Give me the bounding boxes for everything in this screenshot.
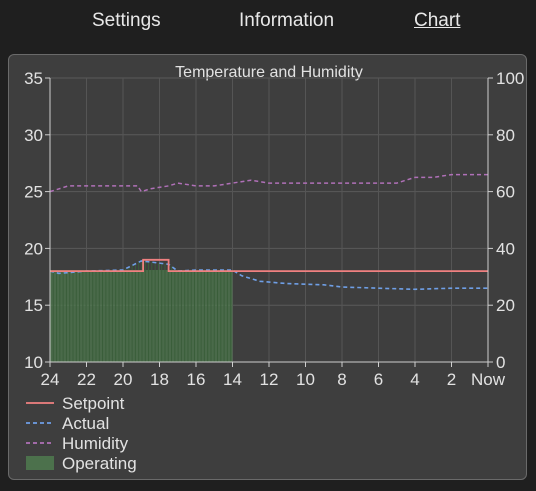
x-tick-label: 20 [114,370,133,389]
y-left-tick-label: 35 [24,69,43,88]
legend-label-operating: Operating [62,454,137,473]
series-line-actual [49,260,488,291]
top-navigation: Settings Information Chart [0,0,536,46]
tab-settings[interactable]: Settings [92,10,161,31]
legend-label-humidity: Humidity [62,434,129,453]
legend-item-operating: Operating [26,454,137,473]
x-tick-label: Now [471,370,506,389]
y-right-tick-label: 100 [496,69,524,88]
chart-panel [8,54,527,480]
x-tick-label: 22 [77,370,96,389]
legend-label-setpoint: Setpoint [62,394,125,413]
y-right-tick-label: 0 [496,353,505,372]
x-tick-label: 6 [374,370,383,389]
legend-label-actual: Actual [62,414,109,433]
y-right-tick-label: 60 [496,183,515,202]
y-left-tick-label: 30 [24,126,43,145]
x-tick-label: 16 [187,370,206,389]
y-right-tick-label: 40 [496,239,515,258]
y-left-tick-label: 10 [24,353,43,372]
x-tick-label: 4 [410,370,419,389]
x-tick-label: 2 [447,370,456,389]
chart-title: Temperature and Humidity [175,64,363,81]
tab-chart[interactable]: Chart [414,10,461,31]
legend-item-setpoint: Setpoint [26,394,125,413]
series-line-humidity [49,173,488,193]
x-tick-label: 10 [296,370,315,389]
legend-item-humidity: Humidity [26,434,129,453]
series-line-setpoint [50,258,488,272]
tab-information[interactable]: Information [239,10,335,31]
x-tick-label: 14 [223,370,242,389]
series-lines [49,173,488,291]
x-tick-label: 18 [150,370,169,389]
x-tick-label: 8 [337,370,346,389]
y-right-tick-label: 20 [496,296,515,315]
operating-area [49,260,233,362]
legend-item-actual: Actual [26,414,109,433]
legend-swatch-operating [26,456,54,470]
y-left-tick-label: 20 [24,239,43,258]
y-left-tick-label: 15 [24,296,43,315]
x-tick-label: 24 [41,370,60,389]
y-right-tick-label: 80 [496,126,515,145]
x-tick-label: 12 [260,370,279,389]
y-left-tick-label: 25 [24,183,43,202]
operating-fill [50,269,233,362]
